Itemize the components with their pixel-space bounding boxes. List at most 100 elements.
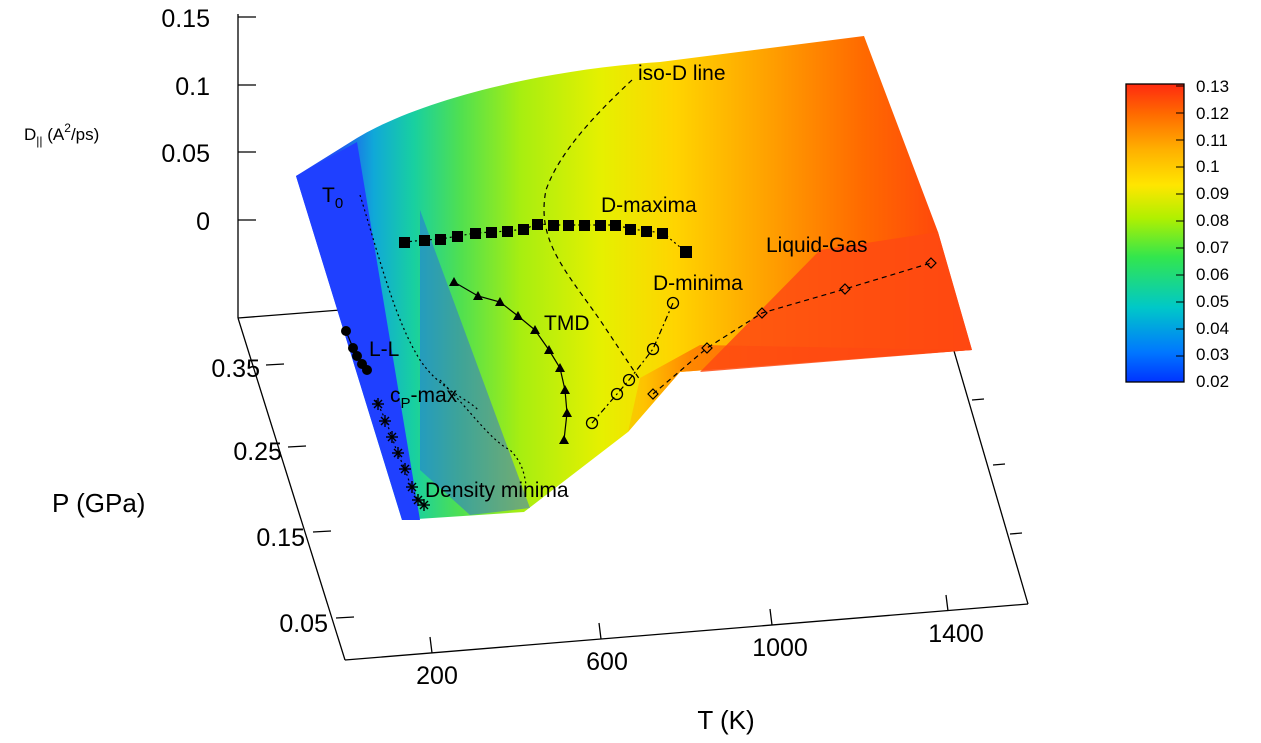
p-tick-label: 0.25 bbox=[233, 438, 282, 466]
d-maxima-point bbox=[502, 226, 513, 237]
tmd-point bbox=[555, 363, 565, 372]
t-tick-label: 1400 bbox=[928, 620, 984, 648]
colorbar-tick-label: 0.06 bbox=[1196, 265, 1229, 284]
d-maxima-point bbox=[518, 224, 529, 235]
colorbar-tick-label: 0.1 bbox=[1196, 157, 1220, 176]
d-maxima-label: D-maxima bbox=[601, 194, 697, 217]
density-minima-point bbox=[379, 415, 391, 427]
diffusion-surface bbox=[296, 36, 972, 520]
cp-max-label: cP-max bbox=[390, 384, 458, 412]
tmd-point bbox=[562, 408, 572, 417]
tmd-line bbox=[453, 281, 568, 441]
density-minima-label: Density minima bbox=[425, 479, 569, 502]
d-maxima-point bbox=[399, 237, 410, 248]
tmd-point bbox=[544, 345, 554, 354]
liquid-gas-point bbox=[839, 283, 851, 295]
tmd-point bbox=[530, 325, 540, 334]
colorbar-tick-label: 0.12 bbox=[1196, 104, 1229, 123]
z-axis-title-sub: || bbox=[36, 134, 42, 148]
ll-point bbox=[341, 326, 351, 336]
tmd-point bbox=[449, 277, 459, 286]
t-tick-labels: 200 600 1000 1400 bbox=[416, 620, 984, 690]
d-maxima-point bbox=[548, 220, 559, 231]
ll-point bbox=[362, 365, 372, 375]
z-tick-labels: 0.15 0.1 0.05 0 bbox=[161, 5, 210, 236]
d-minima-point bbox=[610, 387, 624, 401]
d-minima-point bbox=[646, 342, 660, 356]
p-axis-title: P (GPa) bbox=[52, 488, 145, 518]
d-maxima-point bbox=[563, 220, 574, 231]
liquid-gas-point bbox=[925, 257, 937, 269]
t-tick-label: 1000 bbox=[752, 634, 808, 662]
colorbar-tick-label: 0.03 bbox=[1196, 345, 1229, 364]
colorbar-ticks bbox=[1176, 85, 1184, 357]
ll-point bbox=[348, 343, 358, 353]
cp-max-curve bbox=[439, 379, 527, 486]
z-tick-label: 0.1 bbox=[175, 73, 210, 101]
d-maxima-point bbox=[419, 235, 430, 246]
d-minima-label: D-minima bbox=[653, 272, 743, 295]
surface-red-region bbox=[700, 232, 972, 372]
colorbar-tick-label: 0.13 bbox=[1196, 77, 1229, 96]
colorbar-tick-label: 0.07 bbox=[1196, 238, 1229, 257]
liquid-gas-line bbox=[652, 262, 932, 395]
d-minima-line bbox=[591, 302, 674, 424]
colorbar-tick-label: 0.04 bbox=[1196, 319, 1229, 338]
surface-shadow bbox=[420, 210, 530, 515]
d-maxima-point bbox=[595, 220, 606, 231]
d-maxima-point bbox=[470, 228, 481, 239]
t-tick-label: 200 bbox=[416, 662, 458, 690]
colorbar: 0.13 0.12 0.11 0.1 0.09 0.08 0.07 0.06 0… bbox=[1125, 77, 1229, 391]
t-axis-title: T (K) bbox=[697, 705, 754, 735]
tmd-markers bbox=[449, 277, 572, 444]
z-axis-title-main: D bbox=[24, 125, 36, 144]
tmd-label: TMD bbox=[544, 312, 590, 335]
colorbar-tick-label: 0.05 bbox=[1196, 292, 1229, 311]
ll-label: L-L bbox=[369, 338, 399, 361]
ll-point bbox=[352, 351, 362, 361]
z-tick-label: 0.15 bbox=[161, 5, 210, 33]
z-tick-label: 0 bbox=[196, 208, 210, 236]
d-maxima-point bbox=[435, 234, 446, 245]
tmd-point bbox=[560, 385, 570, 394]
density-minima-point bbox=[392, 447, 404, 459]
d-maxima-point bbox=[610, 220, 621, 231]
d-maxima-point bbox=[532, 219, 543, 230]
z-axis-title-pre: (A bbox=[43, 125, 65, 144]
liquid-gas-markers bbox=[647, 257, 937, 400]
liquid-gas-point bbox=[647, 388, 659, 400]
p-tick-label: 0.05 bbox=[279, 610, 328, 638]
surface-main bbox=[296, 36, 972, 520]
density-minima-point bbox=[386, 431, 398, 443]
d-maxima-point bbox=[579, 220, 590, 231]
t0-label-main: T bbox=[322, 184, 335, 207]
density-minima-point bbox=[372, 398, 384, 410]
z-axis-title-post: /ps) bbox=[71, 125, 99, 144]
colorbar-tick-label: 0.08 bbox=[1196, 211, 1229, 230]
d-minima-point bbox=[666, 296, 680, 310]
tmd-point bbox=[513, 311, 523, 320]
cp-max-label-rest: -max bbox=[411, 384, 458, 407]
colorbar-tick-label: 0.09 bbox=[1196, 184, 1229, 203]
colorbar-tick-label: 0.11 bbox=[1196, 131, 1228, 150]
d-maxima-point bbox=[452, 231, 463, 242]
z-ticks bbox=[238, 16, 256, 221]
d-maxima-point bbox=[657, 228, 668, 239]
density-minima-markers bbox=[372, 398, 430, 511]
tmd-point bbox=[559, 435, 569, 444]
p-ticks bbox=[265, 363, 355, 619]
cp-max-label-main: c bbox=[390, 384, 401, 407]
p-axis-line bbox=[237, 317, 346, 661]
d-maxima-point bbox=[625, 224, 636, 235]
right-edge-ticks bbox=[949, 337, 1023, 535]
iso-d-label: iso-D line bbox=[638, 62, 726, 85]
t0-label: T0 bbox=[322, 184, 343, 212]
d-maxima-point bbox=[486, 227, 497, 238]
d-maxima-point bbox=[680, 246, 692, 258]
t-tick-label: 600 bbox=[586, 648, 628, 676]
z-axis-title: D|| (A2/ps) bbox=[24, 121, 99, 148]
ll-markers bbox=[341, 326, 372, 375]
p-tick-label: 0.15 bbox=[256, 524, 305, 552]
